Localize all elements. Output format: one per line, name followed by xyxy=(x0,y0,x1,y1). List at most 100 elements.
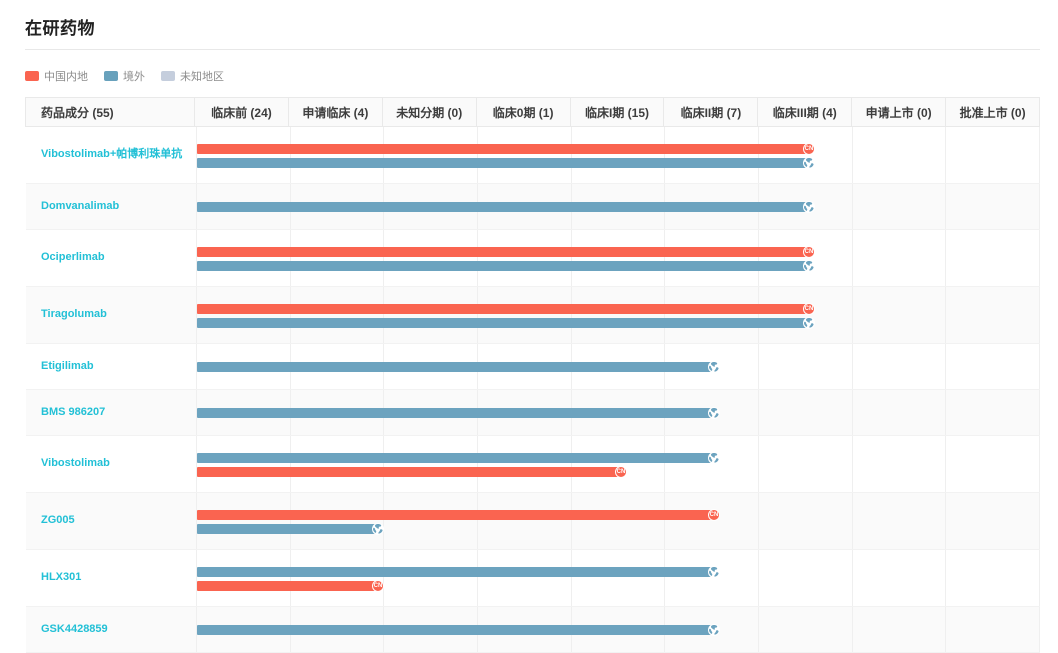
grid-column xyxy=(665,493,760,549)
pipeline-bar-cn[interactable]: CN xyxy=(197,246,815,258)
grid-column xyxy=(853,390,947,435)
grid-column xyxy=(946,436,1041,492)
pipeline-bar-cn[interactable]: CN xyxy=(197,143,815,155)
globe-icon xyxy=(803,201,815,213)
pipeline-bar-overseas[interactable] xyxy=(197,624,720,636)
drug-name-cell: GSK4428859 xyxy=(26,607,197,652)
grid-column xyxy=(759,607,853,652)
pipeline-bar-overseas[interactable] xyxy=(197,317,815,329)
column-header-1: 临床前 (24) xyxy=(195,98,289,126)
drug-name-cell: Domvanalimab xyxy=(26,184,197,229)
pipeline-bar-overseas[interactable] xyxy=(197,157,815,169)
grid-column xyxy=(197,287,291,343)
table-row: Etigilimab xyxy=(26,344,1041,390)
grid-column xyxy=(572,436,666,492)
globe-icon xyxy=(708,452,720,464)
grid-column xyxy=(759,344,853,389)
pipeline-bar-overseas[interactable] xyxy=(197,260,815,272)
pipeline-chart-cell: CN xyxy=(197,493,1041,549)
drug-link[interactable]: Tiragolumab xyxy=(41,308,107,321)
cn-badge: CN xyxy=(615,466,627,478)
drug-link[interactable]: Domvanalimab xyxy=(41,199,120,212)
grid-column xyxy=(384,436,479,492)
cn-badge: CN xyxy=(708,509,720,521)
cn-badge: CN xyxy=(803,303,815,315)
table-row: Tiragolumab CN xyxy=(26,287,1041,344)
globe-badge xyxy=(708,407,720,419)
grid-column xyxy=(946,184,1041,229)
drug-link[interactable]: HLX301 xyxy=(41,571,82,584)
drug-link[interactable]: Vibostolimab+帕博利珠单抗 xyxy=(41,148,183,161)
globe-badge xyxy=(803,157,815,169)
grid-column xyxy=(384,550,479,606)
grid-column xyxy=(478,436,572,492)
drug-link[interactable]: GSK4428859 xyxy=(41,622,108,635)
grid-column xyxy=(759,550,853,606)
grid-column xyxy=(853,184,947,229)
pipeline-bar-overseas[interactable] xyxy=(197,201,815,213)
grid-column xyxy=(197,436,291,492)
pipeline-chart-cell: CN xyxy=(197,436,1041,492)
drug-link[interactable]: BMS 986207 xyxy=(41,405,106,418)
grid-column xyxy=(665,436,760,492)
grid-column xyxy=(197,230,291,286)
pipeline-bar-cn[interactable]: CN xyxy=(197,509,720,521)
table-row: ZG005 CN xyxy=(26,493,1041,550)
pipeline-bar-overseas[interactable] xyxy=(197,523,384,535)
drug-link[interactable]: Ociperlimab xyxy=(41,251,105,264)
grid-column xyxy=(946,287,1041,343)
pipeline-bar-cn[interactable]: CN xyxy=(197,580,384,592)
grid-column xyxy=(665,390,760,435)
legend-item-unknown: 未知地区 xyxy=(161,68,224,84)
grid-column xyxy=(759,493,853,549)
drug-link[interactable]: ZG005 xyxy=(41,514,75,527)
column-header-2: 申请临床 (4) xyxy=(289,98,383,126)
unknown-color-swatch xyxy=(161,71,175,81)
globe-icon xyxy=(803,317,815,329)
pipeline-bar-overseas[interactable] xyxy=(197,407,720,419)
grid-column xyxy=(291,550,385,606)
drug-link[interactable]: Etigilimab xyxy=(41,359,94,372)
globe-badge xyxy=(708,452,720,464)
grid-column xyxy=(572,287,666,343)
grid-column xyxy=(853,344,947,389)
pipeline-chart-cell: CN xyxy=(197,550,1041,606)
grid-column xyxy=(291,436,385,492)
cn-color-swatch xyxy=(25,71,39,81)
column-header-6: 临床II期 (7) xyxy=(664,98,759,126)
grid-column xyxy=(665,127,760,183)
chart-legend: 中国内地 境外 未知地区 xyxy=(25,68,1058,84)
drug-name-cell: Tiragolumab xyxy=(26,287,197,343)
grid-column xyxy=(946,230,1041,286)
overseas-color-swatch xyxy=(104,71,118,81)
grid-column xyxy=(384,493,479,549)
grid-column xyxy=(759,436,853,492)
column-header-7: 临床III期 (4) xyxy=(758,98,853,126)
globe-badge xyxy=(708,361,720,373)
grid-column xyxy=(665,607,760,652)
table-row: Vibostolimab CN xyxy=(26,436,1041,493)
drug-name-cell: Etigilimab xyxy=(26,344,197,389)
grid-column xyxy=(853,127,947,183)
pipeline-bar-overseas[interactable] xyxy=(197,566,720,578)
grid-column xyxy=(946,127,1041,183)
cn-badge: CN xyxy=(372,580,384,592)
grid-column xyxy=(572,550,666,606)
pipeline-bar-overseas[interactable] xyxy=(197,452,720,464)
grid-column xyxy=(665,287,760,343)
pipeline-bar-overseas[interactable] xyxy=(197,361,720,373)
drug-link[interactable]: Vibostolimab xyxy=(41,457,110,470)
pipeline-bar-cn[interactable]: CN xyxy=(197,303,815,315)
globe-icon xyxy=(708,566,720,578)
grid-column xyxy=(665,230,760,286)
grid-column xyxy=(759,390,853,435)
globe-icon xyxy=(803,157,815,169)
grid-column xyxy=(853,287,947,343)
grid-column xyxy=(759,230,853,286)
column-header-5: 临床I期 (15) xyxy=(571,98,665,126)
grid-column xyxy=(759,287,853,343)
globe-icon xyxy=(708,361,720,373)
grid-column xyxy=(946,344,1041,389)
pipeline-bar-cn[interactable]: CN xyxy=(197,466,627,478)
grid-column xyxy=(572,493,666,549)
